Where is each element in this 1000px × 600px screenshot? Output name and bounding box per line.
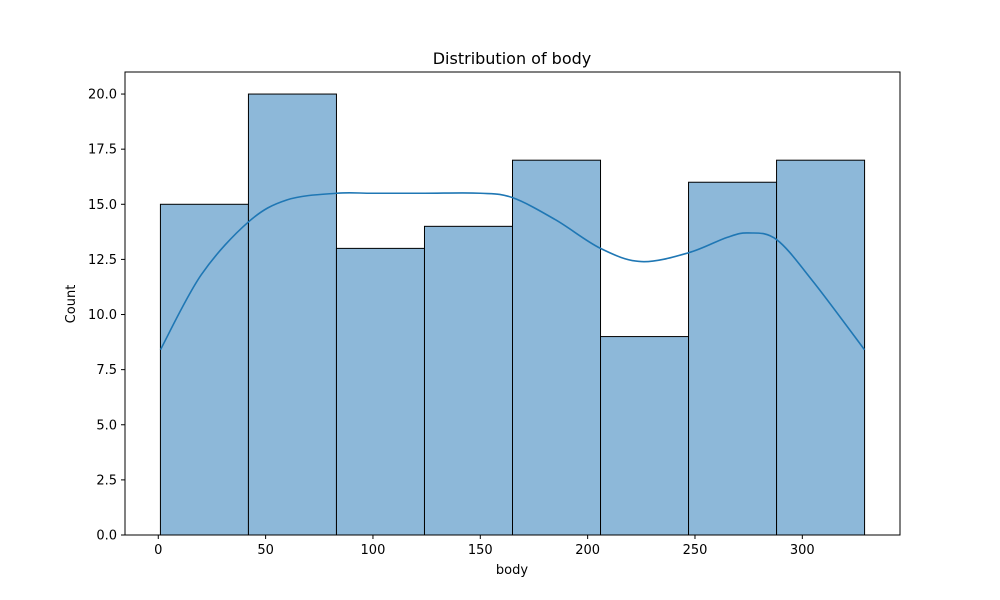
histogram-bar: [512, 159, 602, 536]
histogram-bar: [600, 336, 690, 536]
y-tick-label: 17.5: [88, 143, 117, 158]
x-tick-label: 100: [361, 543, 386, 558]
x-tick-label: 150: [468, 543, 493, 558]
y-tick-label: 12.5: [88, 253, 117, 268]
bars-group: [159, 93, 866, 536]
y-tick-label: 10.0: [88, 308, 117, 323]
x-axis-title: body: [496, 563, 528, 578]
y-tick-label: 7.5: [96, 363, 117, 378]
x-tick-label: 200: [575, 543, 600, 558]
plot-frame: [124, 71, 901, 536]
y-tick-label: 20.0: [88, 88, 117, 103]
x-axis-ticks: 0 50 100 150 200 250 300: [154, 535, 815, 558]
x-tick-label: 50: [257, 543, 274, 558]
kde-group: [159, 191, 866, 351]
x-tick-label: 0: [154, 543, 162, 558]
x-tick-label: 250: [683, 543, 708, 558]
y-axis-title: Count: [64, 285, 79, 324]
y-tick-label: 0.0: [96, 529, 117, 544]
y-tick-label: 5.0: [96, 418, 117, 433]
histogram-bar: [688, 181, 778, 536]
kde-line: [159, 191, 866, 351]
chart-title: Distribution of body: [433, 49, 592, 68]
x-tick-label: 300: [790, 543, 815, 558]
histogram-bar: [776, 159, 866, 536]
y-axis-ticks: 0.0 2.5 5.0 7.5 10.0 12.5 15.0 17.5 20.0: [88, 88, 125, 544]
histogram-bar: [423, 225, 514, 536]
histogram-bar: [159, 203, 249, 536]
histogram-bar: [335, 247, 425, 536]
y-tick-label: 2.5: [96, 473, 117, 488]
y-tick-label: 15.0: [88, 198, 117, 213]
histogram-bar: [247, 93, 337, 536]
